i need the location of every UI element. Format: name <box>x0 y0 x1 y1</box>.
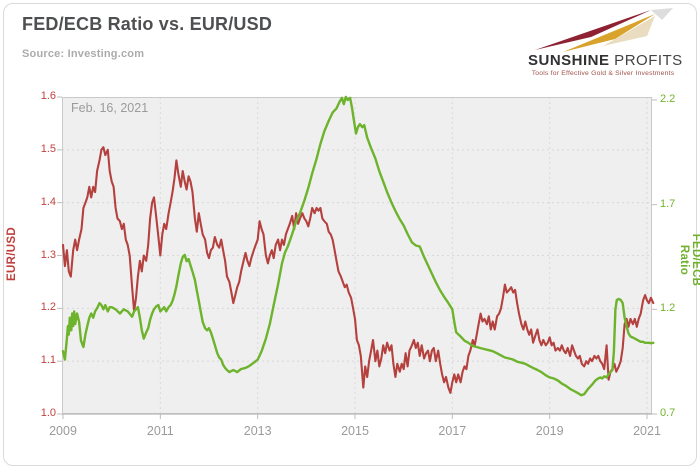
right-axis-tick-label: 1.2 <box>660 302 676 315</box>
left-axis-tick-label: 1.4 <box>40 195 56 208</box>
x-axis-tick-label: 2017 <box>438 424 467 438</box>
date-annotation: Feb. 16, 2021 <box>71 101 149 115</box>
right-axis-tick-label: 2.2 <box>660 93 676 105</box>
page-title: FED/ECB Ratio vs. EUR/USD <box>22 14 273 34</box>
x-axis-tick-label: 2013 <box>243 424 272 438</box>
left-axis-title: EUR/USD <box>6 227 18 281</box>
x-axis-tick-label: 2009 <box>49 424 77 438</box>
series-line-fed-ecb-ratio <box>61 95 655 397</box>
x-axis-tick-label: 2021 <box>633 424 661 438</box>
left-axis-tick-label: 1.2 <box>40 301 56 314</box>
series-line-eur-usd <box>61 146 655 394</box>
brand-name: SUNSHINE PROFITS <box>528 52 682 69</box>
left-axis-tick-label: 1.0 <box>40 407 56 419</box>
source-caption: Source: Investing.com <box>22 48 145 60</box>
right-axis-tick-label: 1.7 <box>660 197 676 210</box>
left-axis-tick-label: 1.1 <box>40 354 56 367</box>
right-axis-title: FED/ECB Ratio <box>678 233 700 287</box>
x-axis-tick-label: 2019 <box>535 424 564 438</box>
left-axis-tick-label: 1.6 <box>40 90 56 102</box>
brand-tagline: Tools for Effective Gold & Silver Invest… <box>531 70 675 77</box>
sunshine-profits-logo: SUNSHINE PROFITS Tools for Effective Gol… <box>528 6 682 84</box>
left-axis-tick-label: 1.3 <box>40 248 56 261</box>
x-axis-tick-label: 2011 <box>146 424 174 438</box>
chart-plot <box>57 95 657 419</box>
brand-sunshine: SUNSHINE <box>528 52 610 69</box>
right-axis-tick-label: 0.7 <box>660 407 676 419</box>
x-axis-tick-label: 2015 <box>341 424 369 438</box>
brand-profits: PROFITS <box>609 52 683 69</box>
sunburst-rays-icon <box>535 8 673 52</box>
left-axis-tick-label: 1.5 <box>40 142 56 155</box>
